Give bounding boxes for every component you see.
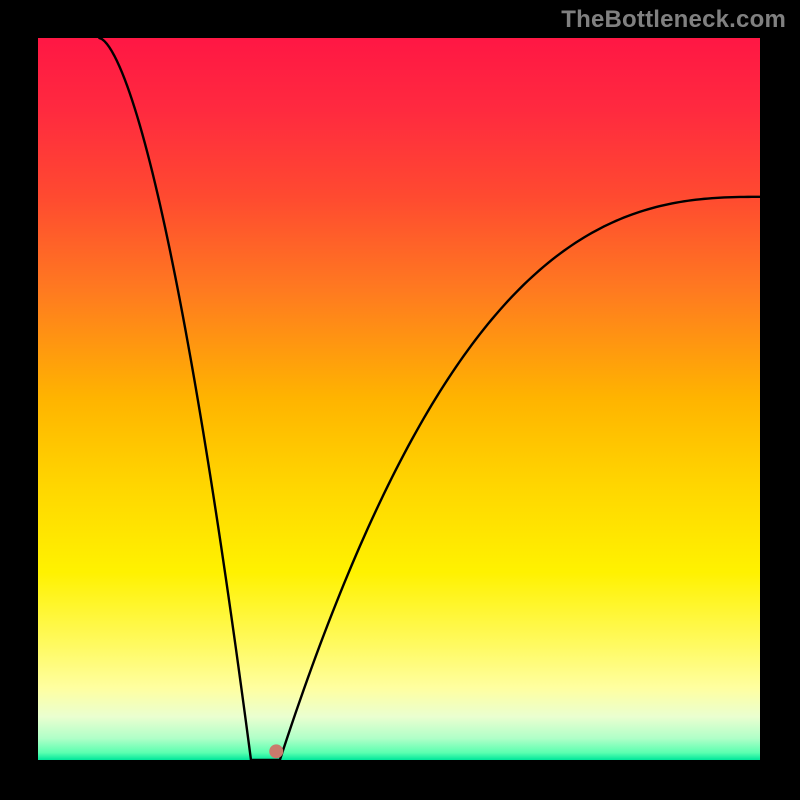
chart-container: TheBottleneck.com — [0, 0, 800, 800]
watermark-text: TheBottleneck.com — [561, 6, 786, 34]
curve-layer — [38, 38, 760, 760]
bottleneck-curve — [99, 38, 760, 760]
optimal-point-marker — [269, 744, 283, 758]
plot-area — [38, 38, 760, 760]
